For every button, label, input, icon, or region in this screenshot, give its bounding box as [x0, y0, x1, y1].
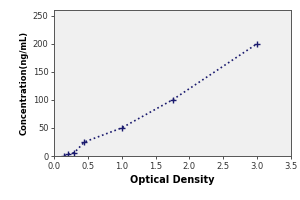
Y-axis label: Concentration(ng/mL): Concentration(ng/mL): [20, 31, 28, 135]
X-axis label: Optical Density: Optical Density: [130, 175, 215, 185]
